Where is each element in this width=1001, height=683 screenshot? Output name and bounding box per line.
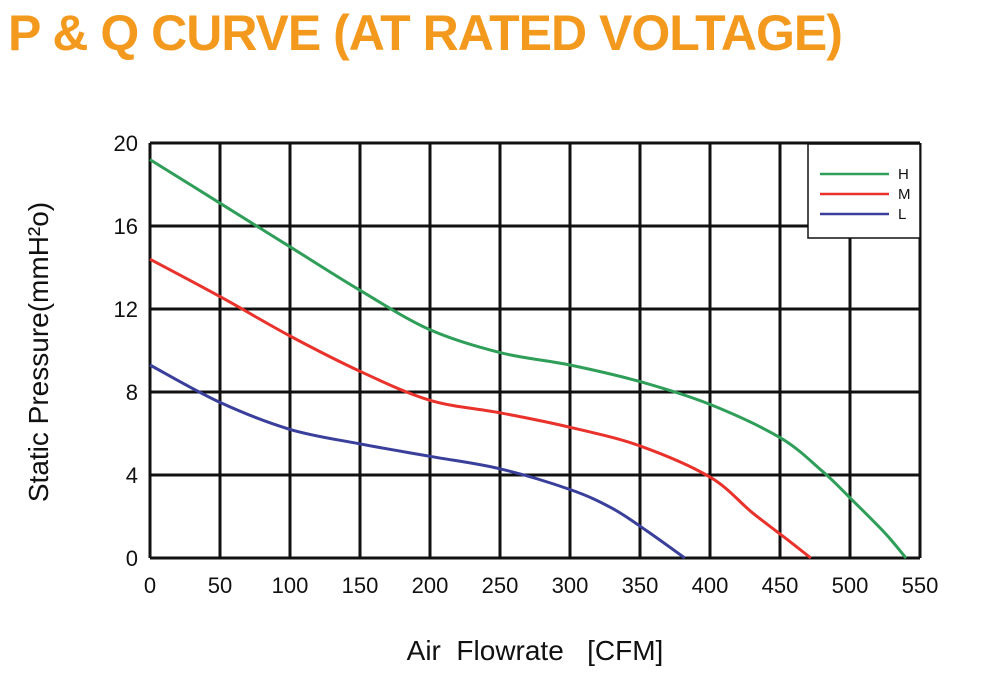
series-lines [149,158,908,560]
x-tick-label-350: 350 [622,573,659,598]
y-tick-label-12: 12 [114,297,138,322]
series-line-H [149,158,908,559]
grid [148,141,922,560]
y-tick-label-4: 4 [126,463,138,488]
x-tick-label-200: 200 [412,573,449,598]
series-line-M [149,257,812,560]
x-tick-label-500: 500 [832,573,869,598]
y-tick-labels: 0 4 8 12 16 20 [114,131,138,571]
x-tick-label-400: 400 [692,573,729,598]
y-tick-label-0: 0 [126,546,138,571]
y-axis-title: Static Pressure(mmH²o) [23,202,54,502]
chart-title: P & Q CURVE (AT RATED VOLTAGE) [8,5,843,61]
x-tick-label-300: 300 [552,573,589,598]
y-tick-label-20: 20 [114,131,138,156]
legend-label-H: H [898,166,909,183]
legend-box [807,143,921,239]
legend-label-L: L [898,206,906,223]
x-tick-label-550: 550 [902,573,939,598]
x-tick-label-150: 150 [342,573,379,598]
plot-background [150,143,920,558]
x-tick-label-0: 0 [144,573,156,598]
y-tick-label-8: 8 [126,380,138,405]
series-line-L [149,363,686,560]
legend-label-M: M [898,186,911,203]
legend: HML [807,143,921,239]
x-tick-label-250: 250 [482,573,519,598]
x-axis-title: Air Flowrate [CFM] [407,635,664,666]
x-tick-label-50: 50 [208,573,232,598]
x-tick-label-100: 100 [272,573,309,598]
x-tick-label-450: 450 [762,573,799,598]
x-tick-labels: 0 50 100 150 200 250 300 350 400 450 500 550 [144,573,938,598]
y-tick-label-16: 16 [114,214,138,239]
